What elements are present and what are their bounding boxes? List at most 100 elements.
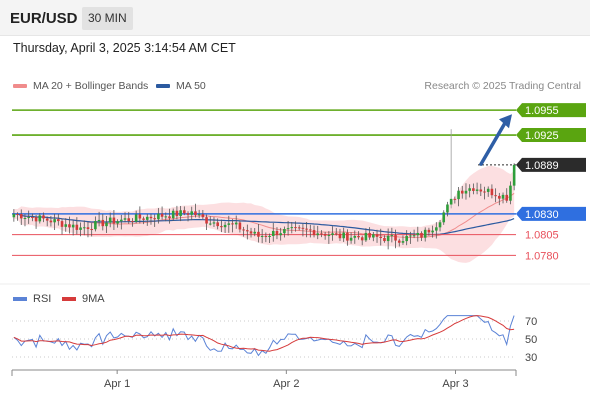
candle-body bbox=[449, 198, 453, 205]
x-axis: Apr 1 Apr 2 Apr 3 bbox=[11, 369, 517, 390]
candle-body bbox=[279, 233, 282, 236]
candle-body bbox=[94, 221, 97, 230]
candle-body bbox=[79, 227, 82, 230]
current-price-tag bbox=[516, 157, 586, 172]
candle-body bbox=[416, 232, 420, 236]
candle-body bbox=[312, 230, 316, 236]
candle-body bbox=[112, 217, 116, 224]
resistance-1-label: 1.0925 bbox=[525, 130, 559, 142]
candle-body bbox=[420, 232, 423, 238]
rsi-legend-label-0: RSI bbox=[33, 293, 51, 305]
candle-body bbox=[120, 219, 123, 222]
candle-body bbox=[379, 236, 383, 239]
candle-body bbox=[164, 216, 168, 218]
candle-body bbox=[57, 219, 60, 222]
candle-body bbox=[301, 227, 305, 229]
pivot-label: 1.0830 bbox=[525, 209, 559, 221]
candle-body bbox=[412, 235, 416, 237]
candle-body bbox=[138, 214, 142, 219]
candle-body bbox=[201, 214, 205, 218]
candle-body bbox=[183, 210, 186, 214]
candle-body bbox=[446, 204, 449, 213]
candle-body bbox=[286, 228, 290, 230]
candle-body bbox=[342, 232, 345, 239]
x-tick-label: Apr 1 bbox=[104, 378, 130, 390]
legend-ma50-label: MA 50 bbox=[176, 80, 206, 92]
candle-body bbox=[153, 218, 156, 220]
candle-body bbox=[309, 229, 312, 231]
candle-body bbox=[38, 215, 42, 222]
candle-body bbox=[331, 233, 334, 236]
candle-body bbox=[23, 218, 27, 220]
candle-body bbox=[483, 191, 486, 193]
candle-body bbox=[101, 219, 105, 227]
support-2-label: 1.0780 bbox=[525, 250, 559, 262]
candle-body bbox=[334, 233, 338, 235]
candle-body bbox=[479, 189, 483, 192]
candle-body bbox=[34, 217, 38, 222]
candle-body bbox=[401, 241, 405, 243]
timeframe-badge[interactable]: 30 MIN bbox=[82, 7, 133, 30]
candle-body bbox=[475, 189, 479, 191]
candle-body bbox=[75, 224, 79, 230]
main-price-panel: 1.0955 1.0925 1.0889 1.0830 1.0805 1.0780 bbox=[12, 103, 586, 263]
candle-body bbox=[190, 211, 194, 215]
candle-body bbox=[175, 210, 179, 217]
candle-body bbox=[68, 224, 71, 228]
candle-body bbox=[131, 221, 134, 223]
candle-body bbox=[234, 222, 238, 225]
candle-body bbox=[216, 222, 219, 227]
projection-arrowhead bbox=[499, 114, 512, 129]
candle-body bbox=[12, 213, 16, 218]
candle-body bbox=[283, 229, 286, 234]
candle-body bbox=[31, 217, 34, 219]
x-tick-label: Apr 2 bbox=[273, 378, 299, 390]
legend-ma20: MA 20 + Bollinger Bands bbox=[13, 80, 148, 92]
candle-body bbox=[372, 234, 375, 238]
candle-body bbox=[505, 194, 509, 201]
candle-body bbox=[53, 219, 56, 223]
candle-body bbox=[290, 227, 294, 229]
candle-body bbox=[179, 210, 182, 217]
candle-body bbox=[431, 230, 434, 233]
candle-body bbox=[223, 224, 227, 228]
candle-body bbox=[27, 217, 30, 219]
candle-body bbox=[127, 218, 131, 222]
candle-body bbox=[494, 195, 497, 197]
candle-body bbox=[246, 230, 249, 232]
candle-body bbox=[71, 224, 75, 228]
candle-body bbox=[264, 235, 268, 237]
candle-body bbox=[294, 227, 297, 229]
support-1-label: 1.0805 bbox=[525, 230, 559, 242]
candle-body bbox=[116, 221, 119, 224]
candle-body bbox=[386, 235, 390, 242]
candle-body bbox=[212, 222, 216, 224]
rsi-tick-50: 50 bbox=[525, 334, 537, 346]
candle-body bbox=[297, 227, 301, 229]
chart-datetime: Thursday, April 3, 2025 3:14:54 AM CET bbox=[13, 41, 236, 55]
projection-arrow bbox=[479, 119, 508, 166]
candle-body bbox=[427, 229, 431, 233]
candle-body bbox=[375, 234, 379, 237]
candle-body bbox=[438, 222, 442, 228]
current-price-label: 1.0889 bbox=[525, 160, 559, 172]
candle-body bbox=[327, 235, 331, 237]
rsi-legend-label-1: 9MA bbox=[82, 293, 105, 305]
candle-body bbox=[468, 188, 471, 191]
candle-body bbox=[464, 190, 468, 194]
candle-body bbox=[90, 229, 93, 231]
candle-body bbox=[49, 220, 53, 223]
candle-body bbox=[338, 233, 342, 239]
candle-body bbox=[205, 217, 208, 224]
candle-body bbox=[253, 231, 257, 234]
resistance-2-label: 1.0955 bbox=[525, 105, 559, 117]
candle-body bbox=[360, 237, 364, 241]
candle-body bbox=[490, 188, 494, 196]
x-tick-label: Apr 3 bbox=[442, 378, 468, 390]
candle-body bbox=[249, 231, 253, 234]
candle-body bbox=[305, 228, 308, 230]
candle-body bbox=[142, 218, 145, 220]
candle-body bbox=[82, 227, 86, 229]
candle-body bbox=[238, 222, 242, 230]
candle-body bbox=[208, 223, 212, 225]
